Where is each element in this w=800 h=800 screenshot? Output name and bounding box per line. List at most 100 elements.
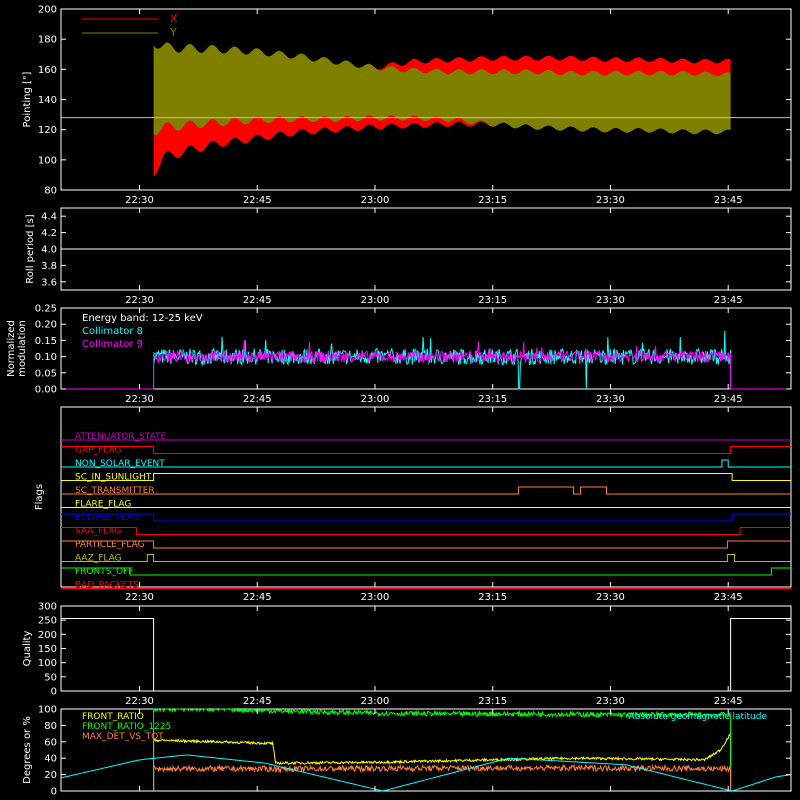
x-tick-label: 23:45 <box>714 394 743 405</box>
y-tick-label: 0.20 <box>35 320 57 331</box>
flag-label: SC_TRANSMITTER <box>75 486 155 496</box>
y-tick-label: 60 <box>44 737 57 748</box>
legend-label-collimator-8: Collimator 8 <box>82 326 143 337</box>
y-tick-label: 20 <box>44 770 57 781</box>
pointing-band-y <box>153 42 731 135</box>
flag-label: SAA_FLAG <box>75 527 121 537</box>
flag-line-particle-flag <box>61 540 791 549</box>
pointing-legend: X Y <box>82 12 178 39</box>
modulation-y-axis-label-line-2: modulation <box>17 320 28 377</box>
quality-series <box>60 617 792 692</box>
y-tick-label: 0.25 <box>35 304 57 315</box>
y-tick-label: 150 <box>38 644 57 655</box>
x-tick-label: 22:45 <box>243 592 272 603</box>
modulation-panel: 0.00 0.05 0.10 0.15 0.20 0.25 22:30 22:45 23:00… <box>6 304 792 405</box>
x-tick-label: 23:30 <box>596 394 625 405</box>
y-tick-label: 200 <box>38 5 57 16</box>
ratio-series-front-ratio-1225 <box>153 707 732 791</box>
legend-label-max-det-vs-tot: MAX_DET_VS_TOT <box>82 732 164 742</box>
legend-label-front-ratio: FRONT_RATIO <box>82 712 144 722</box>
flag-label: NON_SOLAR_EVENT <box>75 459 165 469</box>
y-tick-label: 100 <box>38 705 57 716</box>
y-tick-label: 3.6 <box>41 277 57 288</box>
x-tick-label: 22:30 <box>125 394 154 405</box>
y-tick-label: 140 <box>38 95 57 106</box>
flag-line-sc-in-sunlight <box>61 473 791 481</box>
pointing-y-axis-label: Pointing ["] <box>22 71 33 127</box>
x-tick-label: 23:15 <box>478 696 507 707</box>
quality-panel: 0 50 100 150 200 250 300 22:30 22:45 23:00 23:15 2… <box>22 602 792 707</box>
ratio-series-max-det-vs-tot <box>153 763 732 791</box>
y-tick-label: 0.05 <box>35 368 57 379</box>
y-tick-label: 80 <box>44 186 57 197</box>
y-tick-label: 0.15 <box>35 336 57 347</box>
flag-label: FLARE_FLAG <box>75 500 131 510</box>
geomagnetic-latitude-annotation: Absolute geomagnetic latitude <box>628 712 767 722</box>
flag-line-saa-flag <box>61 527 791 535</box>
flag-label: GAP_FLAG <box>75 446 121 456</box>
y-tick-label: 3.8 <box>41 261 57 272</box>
y-tick-label: 180 <box>38 35 57 46</box>
flags-plot-frame <box>60 406 792 588</box>
y-tick-label: 50 <box>44 672 57 683</box>
ratio-plot-frame <box>60 708 792 792</box>
legend-label-collimator-9: Collimator 9 <box>82 339 143 350</box>
x-tick-label: 23:00 <box>361 592 390 603</box>
x-tick-label: 23:00 <box>361 394 390 405</box>
flag-label: SC_IN_SUNLIGHT <box>75 473 152 483</box>
y-tick-label: 100 <box>38 155 57 166</box>
y-tick-label: 4.0 <box>41 245 57 256</box>
x-tick-label: 23:30 <box>596 195 625 206</box>
y-tick-label: 4.2 <box>41 228 57 239</box>
flag-line-aaz-flag <box>61 554 791 562</box>
x-tick-label: 23:00 <box>361 696 390 707</box>
x-tick-label: 22:30 <box>125 592 154 603</box>
x-tick-label: 23:15 <box>478 195 507 206</box>
x-tick-label: 23:30 <box>596 592 625 603</box>
x-tick-label: 23:15 <box>478 394 507 405</box>
x-tick-label: 22:45 <box>243 394 272 405</box>
ratio-panel: 0 20 40 60 80 100 Degrees or % FRONT_RATIO FR… <box>22 705 792 798</box>
legend-label-x: X <box>170 12 178 25</box>
ratio-series-front-ratio <box>153 732 732 791</box>
y-tick-label: 250 <box>38 616 57 627</box>
quality-y-axis-label: Quality <box>22 631 33 667</box>
ratio-y-axis-label: Degrees or % <box>22 716 33 784</box>
x-tick-label: 22:45 <box>243 195 272 206</box>
y-tick-label: 0.00 <box>35 385 57 396</box>
flag-line-gap-flag <box>61 446 791 454</box>
x-tick-label: 23:45 <box>714 592 743 603</box>
x-tick-label: 23:45 <box>714 696 743 707</box>
y-tick-label: 4.4 <box>41 212 57 223</box>
flag-label: BAD_PACKETS <box>75 581 139 591</box>
x-tick-label: 23:30 <box>596 295 625 306</box>
y-tick-label: 80 <box>44 721 57 732</box>
y-tick-label: 40 <box>44 754 57 765</box>
flags-y-axis-label: Flags <box>34 484 45 510</box>
y-tick-label: 300 <box>38 602 57 613</box>
energy-band-annotation: Energy band: 12-25 keV <box>82 313 203 324</box>
x-tick-label: 23:30 <box>596 696 625 707</box>
legend-label-front-ratio-1225: FRONT_RATIO_1225 <box>82 722 171 732</box>
y-tick-label: 0 <box>51 687 57 698</box>
x-tick-label: 23:00 <box>361 195 390 206</box>
y-tick-label: 200 <box>38 630 57 641</box>
y-tick-label: 100 <box>38 658 57 669</box>
y-tick-label: 0 <box>51 787 57 798</box>
flag-line-non-solar-event <box>61 459 791 468</box>
pointing-panel: 80 100 120 140 160 180 200 22:30 22:45 23:00 23:1… <box>22 5 792 206</box>
flag-label: ATTENUATOR_STATE <box>75 432 167 442</box>
flag-line-fronts-off <box>61 567 791 576</box>
flag-line-sc-transmitter <box>61 486 791 495</box>
ratio-series-absolute-geomagnetic-latitude <box>60 754 792 792</box>
y-tick-label: 0.10 <box>35 352 57 363</box>
y-tick-label: 160 <box>38 65 57 76</box>
legend-label-y: Y <box>169 26 177 39</box>
flag-label: AAZ_FLAG <box>75 554 122 564</box>
flag-label: ECLIPSE_FLAG <box>75 513 139 523</box>
flag-label: FRONTS_OFF <box>75 567 133 577</box>
x-tick-label: 23:15 <box>478 295 507 306</box>
roll-period-y-axis-label: Roll period [s] <box>25 214 36 283</box>
flag-label: PARTICLE_FLAG <box>75 540 145 550</box>
